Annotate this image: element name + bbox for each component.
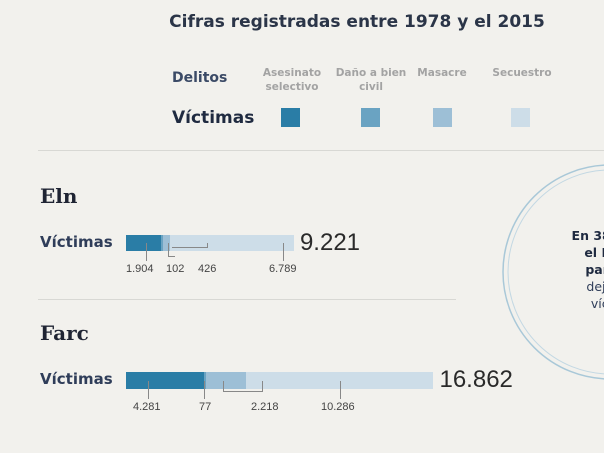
stacked-bar-farc — [126, 372, 434, 389]
legend-label-masacre: Masacre — [417, 67, 467, 79]
victims-label-farc: Víctimas — [40, 370, 113, 388]
bar-segment-asesinato — [126, 372, 204, 389]
bar-segment-dano — [203, 372, 206, 389]
legend-label-secuestro: Secuestro — [492, 67, 552, 79]
legend-swatch-masacre — [433, 108, 452, 127]
value-label: 6.789 — [269, 263, 297, 275]
total-farc: 16.862 — [439, 366, 513, 393]
leader-line — [204, 381, 205, 399]
leader-line — [148, 381, 149, 399]
legend-label-asesinato: Asesinato selectivo — [262, 67, 322, 93]
bar-segment-masacre — [205, 372, 247, 389]
callout-line: dejaron — [586, 279, 604, 294]
leader-line — [340, 381, 341, 399]
callout-line: En 38 años — [572, 228, 604, 243]
callout: En 38 años el Eln y parami dejaron vícti… — [502, 164, 604, 380]
value-label: 1.904 — [126, 263, 154, 275]
bar-segment-masacre — [162, 235, 171, 251]
legend-value-label: Víctimas — [172, 108, 255, 128]
value-label: 77 — [199, 401, 212, 413]
legend-swatch-asesinato — [281, 108, 300, 127]
value-label: 102 — [166, 263, 185, 275]
leader-line — [172, 243, 208, 248]
stacked-bar-eln — [126, 235, 294, 251]
group-title-eln: Eln — [40, 184, 78, 208]
leader-line — [146, 243, 147, 261]
value-label: 10.286 — [321, 401, 355, 413]
victims-label-eln: Víctimas — [40, 233, 113, 251]
legend-row-label: Delitos — [172, 70, 228, 86]
group-title-farc: Farc — [40, 321, 89, 345]
legend-swatch-secuestro — [511, 108, 530, 127]
legend-label-dano: Daño a bien civil — [335, 67, 407, 93]
leader-line — [223, 381, 263, 392]
bar-segment-secuestro — [246, 372, 434, 389]
leader-line — [283, 243, 284, 261]
divider — [38, 299, 456, 300]
callout-line: víctim — [591, 296, 604, 311]
callout-line: el Eln y — [584, 245, 604, 260]
value-label: 2.218 — [251, 401, 279, 413]
bar-segment-asesinato — [126, 235, 161, 251]
divider — [38, 150, 604, 151]
bar-segment-dano — [160, 235, 163, 251]
legend-swatch-dano — [361, 108, 380, 127]
total-eln: 9.221 — [299, 229, 361, 256]
value-label: 426 — [198, 263, 217, 275]
page-title: Cifras registradas entre 1978 y el 2015 — [169, 12, 545, 32]
leader-line — [168, 243, 175, 257]
value-label: 4.281 — [133, 401, 161, 413]
callout-circle-inner — [507, 169, 604, 375]
callout-circle-outer — [502, 164, 604, 380]
callout-line: parami — [585, 262, 604, 277]
